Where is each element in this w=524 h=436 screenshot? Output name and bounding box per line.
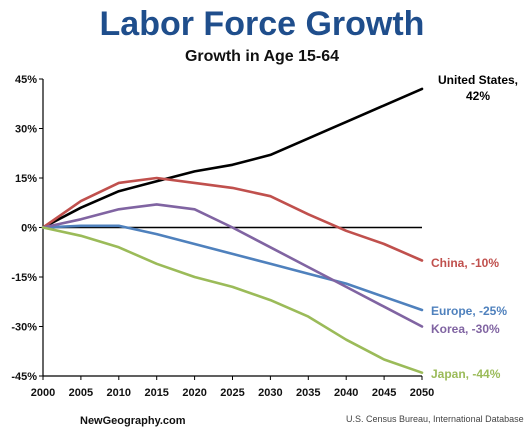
y-tick-label: 30% [15,124,37,136]
footer-data-source: U.S. Census Bureau, International Databa… [346,414,524,424]
series-line-united-states [41,87,424,229]
series-line-europe [41,224,424,312]
x-tick-label: 2000 [31,387,55,399]
x-tick-label: 2050 [410,387,434,399]
chart-title: Labor Force Growth [100,5,425,43]
x-tick-label: 2015 [144,387,168,399]
y-tick-label: 45% [15,74,37,86]
x-tick-label: 2010 [107,387,131,399]
y-tick-label: -15% [11,272,37,284]
series-line-japan [41,226,424,375]
y-tick-label: 15% [15,173,37,185]
series-label-europe: Europe, -25% [431,304,507,318]
y-tick-label: -45% [11,371,37,383]
footer-source-site: NewGeography.com [80,415,186,427]
series-line-china [41,176,424,262]
chart-subtitle: Growth in Age 15-64 [185,48,339,65]
series-label-korea: Korea, -30% [431,322,500,336]
x-tick-label: 2045 [372,387,396,399]
series-label-united-states: United States, [438,73,518,87]
y-tick-label: -30% [11,322,37,334]
x-tick-label: 2030 [258,387,282,399]
axes: 45% 30% 15% 0% -15% -30% -45% 2000 2005 2010 2015 2… [11,74,434,399]
series-lines [41,87,424,375]
series-label-japan: Japan, -44% [431,367,501,381]
x-tick-label: 2020 [182,387,206,399]
x-tick-label: 2040 [334,387,358,399]
y-tick-label: 0% [21,223,37,235]
series-label-china: China, -10% [431,256,499,270]
series-labels: United States, 42% China, -10% Europe, -25%… [431,73,518,381]
x-tick-label: 2025 [220,387,244,399]
x-tick-label: 2005 [69,387,93,399]
series-label-united-states-value: 42% [466,89,490,103]
x-tick-label: 2035 [296,387,320,399]
series-line-korea [41,203,424,328]
